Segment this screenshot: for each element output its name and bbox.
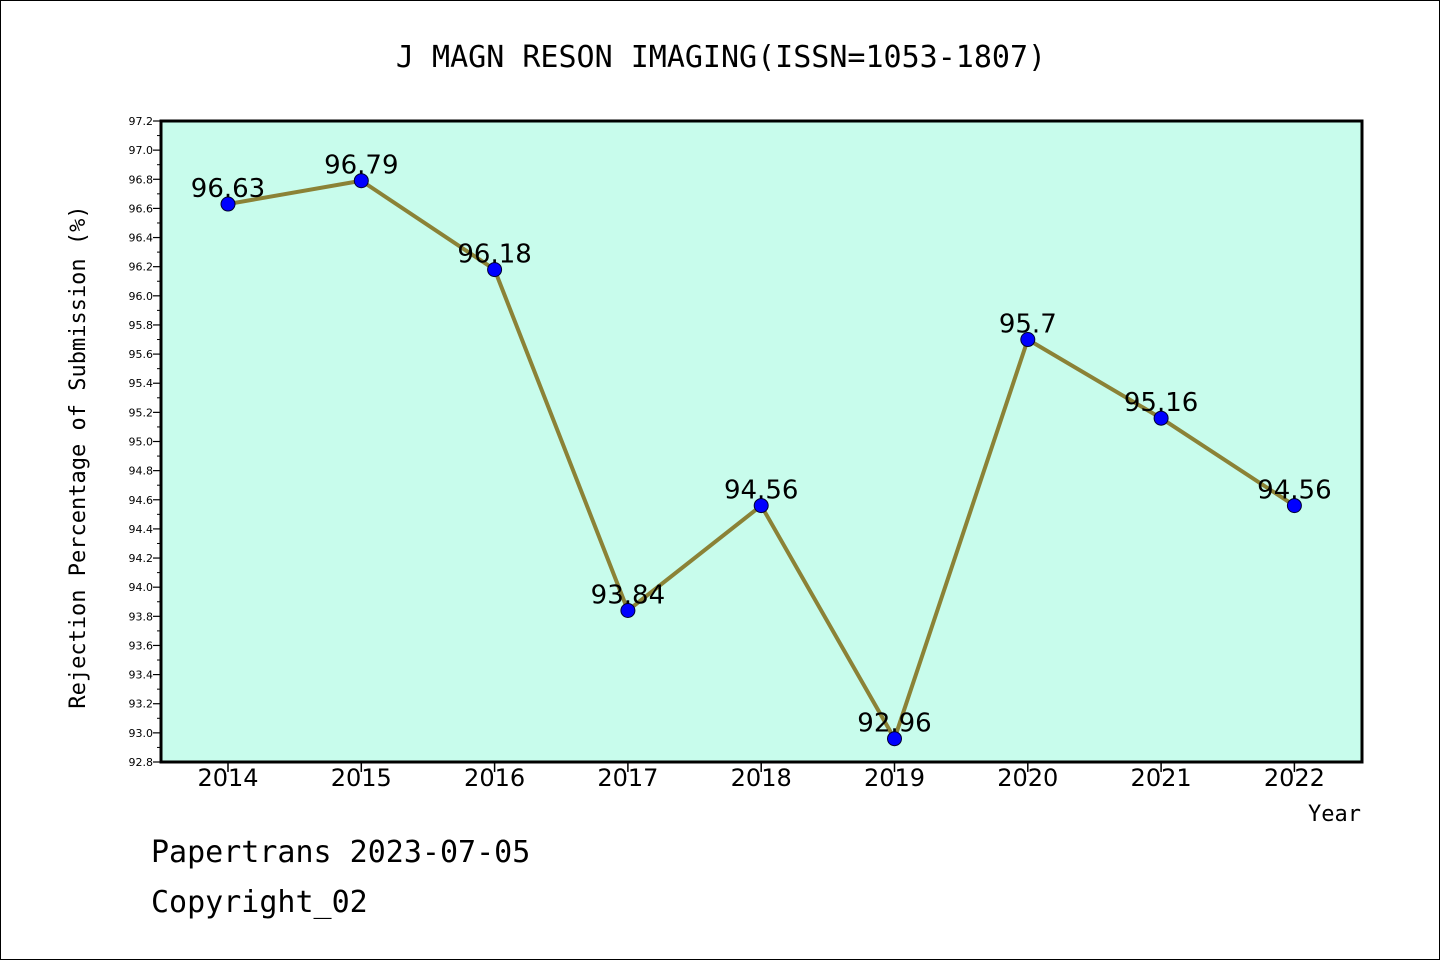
y-axis: 92.8 93.0 93.2 93.4 93.6 93.8 94.0 94.2 94.4 94.6… [129, 115, 161, 769]
data-point [220, 196, 236, 212]
y-tick-label: 94.4 [129, 523, 154, 536]
y-tick-label: 94.2 [129, 552, 154, 565]
x-tick-label: 2015 [331, 764, 392, 792]
data-label: 95.7 [999, 310, 1057, 340]
y-tick-label: 96.6 [129, 202, 154, 215]
data-point [753, 498, 769, 514]
y-tick-label: 94.0 [129, 581, 154, 594]
y-tick-label: 93.8 [129, 610, 154, 623]
y-tick-label: 95.4 [129, 377, 154, 390]
x-tick-label: 2018 [731, 764, 792, 792]
plot-area [161, 121, 1362, 762]
y-tick-label: 94.8 [129, 465, 154, 478]
y-tick-label: 96.2 [129, 261, 154, 274]
data-point [353, 173, 369, 189]
x-tick-label: 2022 [1264, 764, 1325, 792]
data-label: 92.96 [857, 709, 931, 739]
footer-copyright: Copyright_02 [151, 885, 368, 920]
x-tick-label: 2014 [197, 764, 258, 792]
data-point [487, 262, 503, 278]
x-axis-label: Year [1308, 802, 1361, 827]
data-point [620, 602, 636, 618]
y-tick-label: 93.6 [129, 639, 154, 652]
x-tick-label: 2017 [597, 764, 658, 792]
data-label: 93.84 [591, 580, 665, 610]
x-tick-label: 2021 [1131, 764, 1192, 792]
x-axis: 2014 2015 2016 2017 2018 2019 2020 2021 2022 [197, 762, 1325, 792]
data-markers [220, 173, 1302, 747]
y-tick-label: 96.0 [129, 290, 154, 303]
data-label: 96.79 [324, 151, 398, 181]
y-tick-label: 96.8 [129, 173, 154, 186]
data-point [1286, 498, 1302, 514]
data-label: 95.16 [1124, 388, 1198, 418]
data-point [1020, 332, 1036, 348]
y-tick-label: 93.0 [129, 727, 154, 740]
data-point [887, 731, 902, 747]
y-tick-label: 94.6 [129, 494, 154, 507]
y-tick-label: 95.2 [129, 406, 154, 419]
y-tick-label: 92.8 [129, 756, 154, 769]
chart-title: J MAGN RESON IMAGING(ISSN=1053-1807) [396, 40, 1046, 75]
y-tick-label: 97.2 [129, 115, 154, 128]
data-label: 96.63 [191, 174, 265, 204]
y-tick-label: 95.8 [129, 319, 154, 332]
y-tick-label: 95.6 [129, 348, 154, 361]
data-label: 94.56 [1257, 476, 1331, 506]
y-tick-label: 96.4 [129, 232, 154, 245]
plot-frame [159, 119, 1364, 764]
y-axis-label: Rejection Percentage of Submission (%) [66, 205, 91, 708]
data-labels: 96.63 96.79 96.18 93.84 94.56 92.96 95.7 95.16 9… [191, 151, 1332, 739]
data-label: 96.18 [457, 240, 531, 270]
footer-date: Papertrans 2023-07-05 [151, 835, 531, 870]
data-point [1153, 410, 1169, 426]
data-label: 94.56 [724, 476, 798, 506]
x-tick-label: 2019 [864, 764, 925, 792]
x-tick-label: 2020 [997, 764, 1058, 792]
y-tick-label: 93.2 [129, 698, 154, 711]
x-tick-label: 2016 [464, 764, 525, 792]
y-tick-label: 97.0 [129, 144, 154, 157]
y-tick-label: 93.4 [129, 669, 154, 682]
y-tick-label: 95.0 [129, 436, 154, 449]
